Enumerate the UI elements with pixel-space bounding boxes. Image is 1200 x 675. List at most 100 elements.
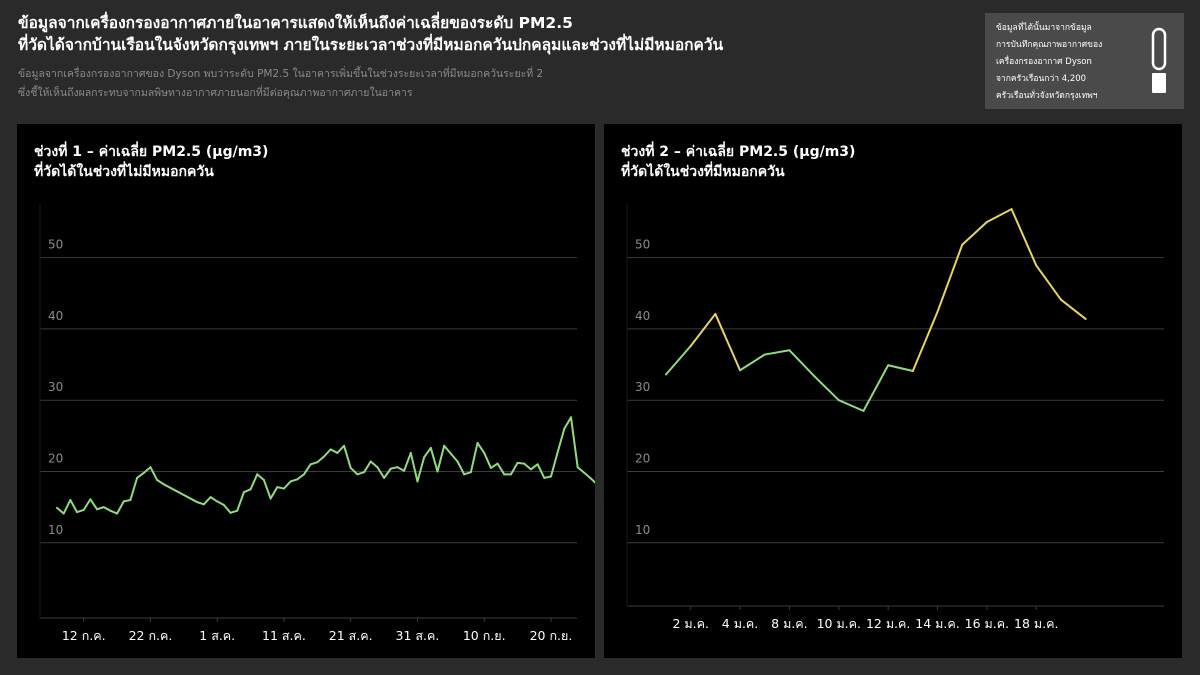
pm25-line-segment	[1035, 264, 1062, 301]
pm25-line-segment	[788, 349, 816, 377]
pm25-line-segment	[576, 466, 586, 474]
pm25-line-segment	[196, 501, 205, 506]
pm25-line-segment	[483, 451, 492, 469]
x-tick-label: 21 ส.ค.	[329, 628, 373, 643]
pm25-line-segment	[509, 461, 519, 476]
pm25-line-segment	[689, 312, 717, 348]
x-tick-label: 20 ก.ย.	[530, 628, 573, 643]
pm25-line-segment	[456, 460, 466, 476]
pm25-line-segment	[229, 509, 239, 514]
pm25-line-segment	[156, 479, 165, 486]
pm25-line-segment	[182, 493, 192, 500]
pm25-line-segment	[222, 503, 232, 514]
pm25-line-segment	[429, 446, 439, 473]
pm25-line-segment	[476, 441, 486, 454]
pm25-line-segment	[496, 462, 506, 476]
pm25-line-segment	[862, 364, 890, 412]
y-tick-label: 40	[635, 309, 650, 323]
pm25-line-segment	[463, 471, 472, 476]
y-tick-label: 20	[635, 451, 650, 465]
pm25-line-segment	[423, 446, 432, 459]
pm25-line-segment	[356, 471, 366, 476]
pm25-line-segment	[443, 444, 452, 455]
pm25-line-segment	[1059, 298, 1087, 320]
pm25-line-segment	[556, 427, 566, 454]
pm25-line-segment	[256, 473, 265, 482]
pm25-line-segment	[911, 310, 939, 372]
pm25-line-segment	[309, 461, 319, 466]
x-tick-label: 16 ม.ค.	[965, 616, 1009, 631]
pm25-line-segment	[887, 364, 914, 372]
y-tick-label: 50	[48, 238, 63, 252]
x-tick-label: 4 ม.ค.	[722, 616, 758, 631]
pm25-line-segment	[289, 478, 299, 483]
pm25-line-segment	[369, 460, 379, 469]
pm25-line-segment	[302, 463, 312, 476]
pm25-line-segment	[116, 500, 125, 515]
pm25-line-segment	[396, 466, 406, 472]
pm25-line-segment	[837, 399, 865, 412]
pm25-line-segment	[714, 312, 742, 372]
pm25-line-segment	[202, 496, 212, 506]
pm25-line-segment	[516, 461, 526, 465]
pm25-line-segment	[523, 462, 532, 471]
x-tick-label: 18 ม.ค.	[1014, 616, 1058, 631]
chart-title-line-2: ที่วัดได้ในช่วงที่ไม่มีหมอกควัน	[34, 164, 214, 180]
y-tick-label: 20	[48, 451, 63, 465]
y-tick-label: 30	[635, 380, 650, 394]
page-subtitle-line-1: ข้อมูลจากเครื่องกรองอากาศของ Dyson พบว่า…	[18, 68, 544, 80]
x-tick-label: 22 ก.ค.	[129, 628, 173, 643]
chart-title-period-1: ช่วงที่ 1 – ค่าเฉลี่ย PM2.5 (μg/m3) ที่ว…	[34, 142, 268, 182]
pm25-line-segment	[162, 483, 172, 489]
pm25-line-segment	[469, 441, 479, 474]
pm25-line-segment	[329, 448, 339, 454]
pm25-line-segment	[189, 497, 199, 504]
pm25-line-segment	[409, 451, 419, 483]
pm25-line-segment	[136, 471, 145, 479]
pm25-line-segment	[665, 345, 692, 376]
pm25-line-segment	[489, 462, 499, 469]
pm25-line-chart-period-2: 10 20 30 40 50 2 ม.ค. 4 ม.ค. 8 ม.ค. 10 ม.ค. 12 ม.…	[626, 204, 1164, 631]
pm25-line-segment	[403, 451, 412, 472]
pm25-line-segment	[62, 498, 72, 515]
pm25-line-segment	[376, 466, 386, 479]
page-title-line-2: ที่วัดได้จากบ้านเรือนในจังหวัดกรุงเทพฯ ภ…	[18, 36, 724, 54]
pm25-line-segment	[570, 416, 579, 469]
x-tick-label: 11 ส.ค.	[262, 628, 306, 643]
y-tick-label: 10	[635, 523, 650, 537]
pm25-line-segment	[89, 498, 99, 511]
pm25-line-segment	[122, 498, 132, 503]
pm25-line-segment	[249, 473, 259, 491]
pm25-line-segment	[543, 475, 552, 479]
chart-title-line-1: ช่วงที่ 1 – ค่าเฉลี่ย PM2.5 (μg/m3)	[34, 144, 269, 160]
note-line: ข้อมูลที่ได้นั้นมาจากข้อมูล	[996, 23, 1092, 33]
y-tick-label: 40	[48, 309, 63, 323]
pm25-line-segment	[236, 491, 245, 512]
pm25-line-segment	[316, 455, 326, 464]
pm25-line-segment	[276, 486, 285, 490]
pm25-line-segment	[389, 466, 399, 470]
pm25-line-segment	[985, 208, 1013, 223]
pm25-line-segment	[69, 498, 79, 514]
pm25-line-segment	[142, 466, 152, 474]
page-subtitle-line-2: ซึ่งชี้ให้เห็นถึงผลกระทบจากมลพิษทางอากาศ…	[18, 87, 413, 99]
pm25-line-segment	[1010, 208, 1038, 267]
pm25-line-segment	[96, 506, 105, 511]
chart-title-line-1: ช่วงที่ 2 – ค่าเฉลี่ย PM2.5 (μg/m3)	[621, 144, 856, 160]
pm25-line-segment	[109, 509, 119, 515]
pm25-line-segment	[209, 496, 219, 503]
pm25-line-segment	[936, 243, 964, 313]
pm25-line-segment	[549, 451, 559, 478]
pm25-line-segment	[242, 488, 252, 494]
pm25-line-segment	[349, 466, 359, 476]
pm25-line-segment	[169, 486, 179, 493]
page-subtitle: ข้อมูลจากเครื่องกรองอากาศของ Dyson พบว่า…	[18, 65, 918, 103]
note-line: จากครัวเรือนกว่า 4,200	[996, 74, 1087, 84]
x-tick-label: 14 ม.ค.	[915, 616, 959, 631]
pm25-line-segment	[216, 500, 225, 506]
pm25-line-segment	[961, 220, 988, 246]
x-tick-label: 12 ก.ค.	[62, 628, 106, 643]
pm25-line-segment	[336, 444, 346, 454]
chart-panel-period-1: ช่วงที่ 1 – ค่าเฉลี่ย PM2.5 (μg/m3) ที่ว…	[17, 124, 595, 658]
pm25-line-segment	[102, 506, 112, 512]
